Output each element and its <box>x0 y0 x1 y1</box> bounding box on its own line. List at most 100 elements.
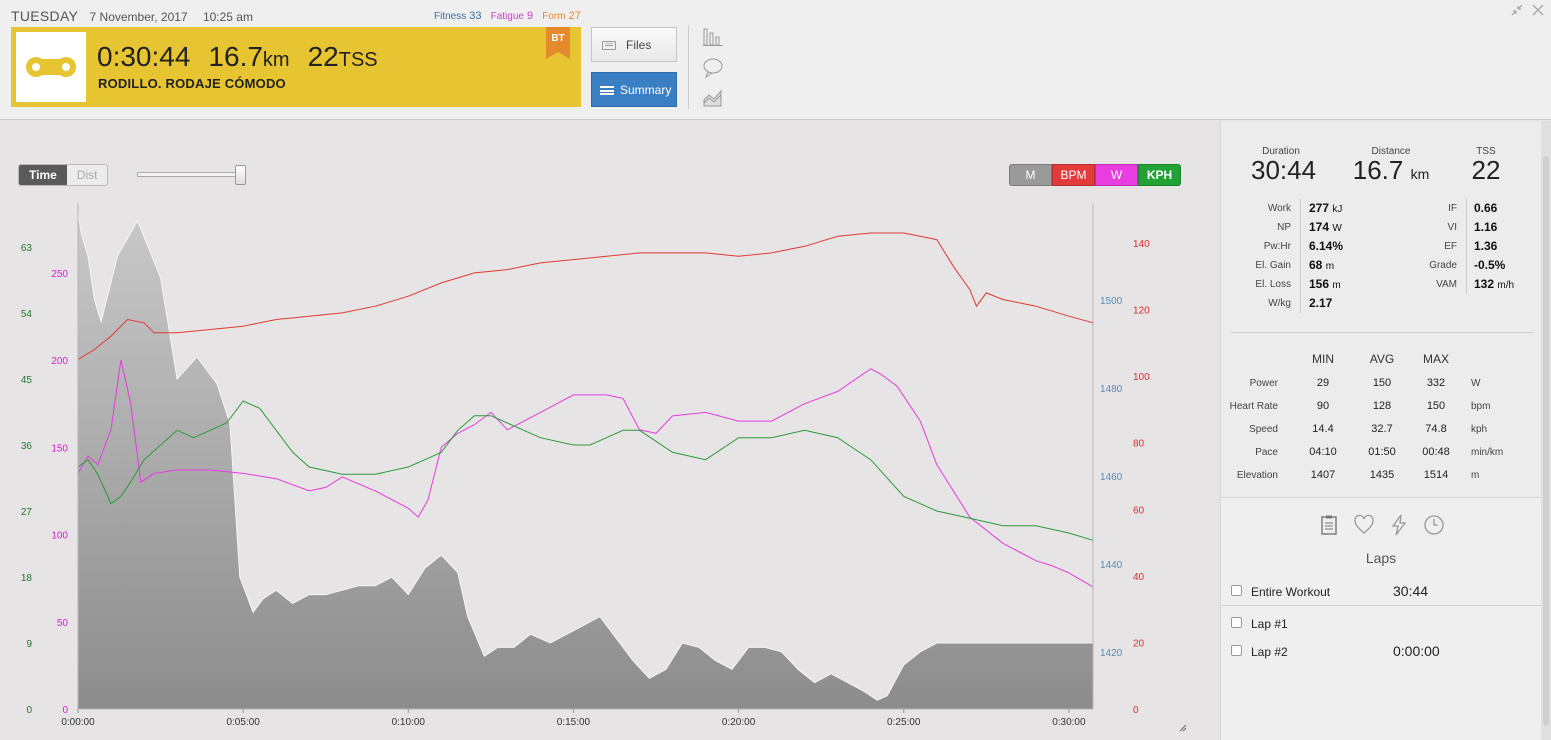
metric-value: 132 m/h <box>1474 277 1515 291</box>
metric-label: IF <box>1448 203 1457 214</box>
summary-button[interactable]: Summary <box>591 72 677 107</box>
dist-toggle[interactable]: Dist <box>66 165 108 185</box>
tss-caption: TSS <box>1476 146 1496 157</box>
stat-max: 1514 <box>1423 469 1449 481</box>
tss-value: 22 <box>1471 155 1501 185</box>
stat-unit: bpm <box>1471 401 1491 412</box>
metric-label: NP <box>1277 222 1291 233</box>
metric-label: El. Loss <box>1255 279 1291 290</box>
stat-row: Elevation 1407 1435 1514 m <box>1221 469 1541 492</box>
date-label: 7 November, 2017 <box>89 10 188 24</box>
metric-value: 2.17 <box>1309 296 1333 310</box>
lap-checkbox[interactable] <box>1231 645 1242 656</box>
stat-max: 150 <box>1426 400 1446 412</box>
series-toggle-w[interactable]: W <box>1095 164 1138 186</box>
x-tick-label: 0:00:00 <box>61 717 95 728</box>
kph-tick-label: 0 <box>26 705 32 716</box>
workout-stats: 0:30:44 16.7km 22TSS <box>97 41 378 73</box>
x-tick-label: 0:15:00 <box>557 717 591 728</box>
avg-header: AVG <box>1369 352 1395 366</box>
lap-checkbox[interactable] <box>1231 617 1242 628</box>
workout-chart[interactable]: 0:00:00 0:05:00 0:10:00 0:15:00 0:20:00 0:25:… <box>0 195 1208 740</box>
collapse-icon[interactable] <box>1510 3 1524 17</box>
stat-row: Heart Rate 90 128 150 bpm <box>1221 400 1541 423</box>
metric-value: 68 m <box>1309 258 1335 272</box>
summary-duration: Duration 30:44 <box>1251 146 1316 183</box>
stat-min: 04:10 <box>1309 446 1337 458</box>
time-label: 10:25 am <box>202 10 253 24</box>
zoom-slider-track[interactable] <box>137 172 245 177</box>
lap-checkbox[interactable] <box>1231 585 1242 596</box>
metric-value: 277 kJ <box>1309 201 1343 215</box>
lap-name: Entire Workout <box>1251 585 1331 599</box>
bpm-tick-label: 80 <box>1133 439 1145 450</box>
bar-chart-icon[interactable] <box>702 26 724 48</box>
stat-max: 332 <box>1426 377 1446 389</box>
stat-unit: W <box>1471 378 1481 389</box>
comment-icon[interactable] <box>702 56 724 78</box>
files-button[interactable]: Files <box>591 27 677 62</box>
series-toggle-group: M BPM W KPH <box>1009 164 1181 186</box>
stat-avg: 128 <box>1372 400 1392 412</box>
kph-tick-label: 27 <box>21 507 33 518</box>
elevation-tick-label: 1420 <box>1100 648 1123 659</box>
heart-icon[interactable] <box>1353 514 1375 536</box>
watts-tick-label: 150 <box>51 443 68 454</box>
lap-row[interactable]: Lap #1 <box>1221 610 1541 638</box>
zoom-slider-handle[interactable] <box>235 165 246 185</box>
summary-tss: TSS 22 <box>1461 146 1511 183</box>
elevation-tick-label: 1500 <box>1100 296 1123 307</box>
clock-icon[interactable] <box>1423 514 1445 536</box>
kph-tick-label: 9 <box>26 639 32 650</box>
laps-title: Laps <box>1365 550 1397 566</box>
lightning-icon[interactable] <box>1388 514 1410 536</box>
metric-label: EF <box>1444 241 1457 252</box>
laps-icon-tabs <box>1318 514 1445 536</box>
stat-label: Elevation <box>1236 470 1278 481</box>
metric-label: El. Gain <box>1255 260 1291 271</box>
resize-grip-icon[interactable] <box>1179 724 1187 732</box>
lap-time: 30:44 <box>1393 583 1429 599</box>
watts-tick-label: 50 <box>57 618 69 629</box>
summary-scrollbar[interactable] <box>1541 121 1551 740</box>
metric-value: 6.14% <box>1309 239 1344 253</box>
series-toggle-kph[interactable]: KPH <box>1138 164 1181 186</box>
workout-distance: 16.7 <box>208 41 263 72</box>
metric-value: 1.16 <box>1474 220 1498 234</box>
bike-workout-icon <box>16 32 86 102</box>
elevation-tick-label: 1480 <box>1100 384 1123 395</box>
scrollbar-thumb[interactable] <box>1543 156 1549 726</box>
watts-tick-label: 200 <box>51 356 68 367</box>
laps-section: Laps Entire Workout 30:44 Lap #1 Lap #2 0:00… <box>1221 497 1541 740</box>
area-chart-icon[interactable] <box>702 86 724 108</box>
lap-row[interactable]: Entire Workout 30:44 <box>1221 578 1541 606</box>
close-icon[interactable] <box>1531 3 1545 17</box>
series-toggle-m[interactable]: M <box>1009 164 1052 186</box>
min-header: MIN <box>1312 352 1334 366</box>
time-toggle[interactable]: Time <box>19 165 67 185</box>
fitness-value: 33 <box>469 10 482 22</box>
series-toggle-bpm[interactable]: BPM <box>1052 164 1095 186</box>
lap-row[interactable]: Lap #2 0:00:00 <box>1221 638 1541 666</box>
stat-min: 1407 <box>1310 469 1336 481</box>
stat-unit: m <box>1471 470 1480 481</box>
summary-distance: Distance 16.7 km <box>1349 146 1433 187</box>
elevation-tick-label: 1460 <box>1100 472 1123 483</box>
watts-tick-label: 250 <box>51 269 68 280</box>
metric-value: 1.36 <box>1474 239 1498 253</box>
clipboard-icon[interactable] <box>1318 514 1340 536</box>
metric-value: 156 m <box>1309 277 1341 291</box>
stat-label: Pace <box>1255 447 1278 458</box>
time-dist-toggle: Time Dist <box>18 164 109 186</box>
workout-title: RODILLO. RODAJE CÓMODO <box>98 76 286 91</box>
stat-avg: 150 <box>1372 377 1392 389</box>
stat-row: Pace 04:10 01:50 00:48 min/km <box>1221 446 1541 469</box>
date-line: TUESDAY 7 November, 2017 10:25 am <box>11 8 253 24</box>
stat-row: Speed 14.4 32.7 74.8 kph <box>1221 423 1541 446</box>
x-tick-label: 0:25:00 <box>887 717 921 728</box>
stat-max: 74.8 <box>1425 423 1447 435</box>
workout-duration: 0:30:44 <box>97 41 191 72</box>
distance-value: 16.7 <box>1352 155 1404 185</box>
workout-card[interactable]: 0:30:44 16.7km 22TSS RODILLO. RODAJE CÓMOD… <box>11 27 581 107</box>
metric-label: W/kg <box>1268 298 1291 309</box>
